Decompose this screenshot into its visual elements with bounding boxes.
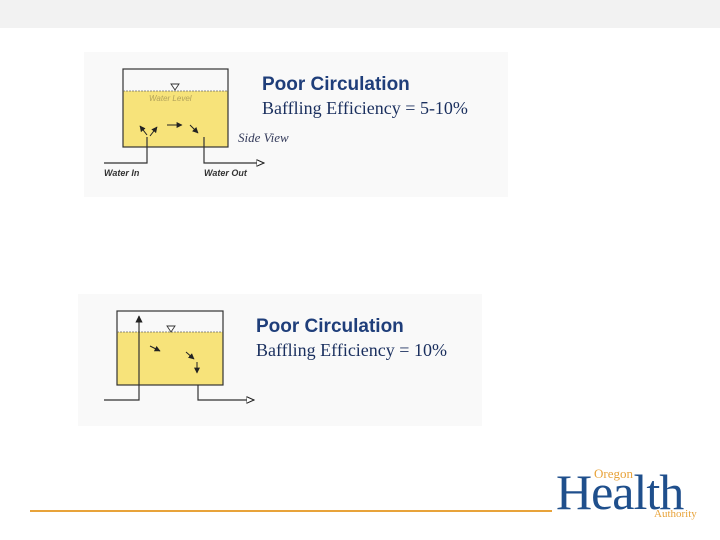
baffling-efficiency-label: Baffling Efficiency = 5-10% (262, 98, 468, 118)
diagram-poor-circulation-10: Poor Circulation Baffling Efficiency = 1… (78, 294, 482, 426)
footer-divider (30, 510, 552, 512)
oregon-health-authority-logo: Health Oregon Authority (556, 466, 706, 526)
water-out-label: Water Out (204, 168, 247, 178)
circulation-arrow (139, 125, 148, 136)
logo-health-text: Health (556, 464, 684, 520)
circulation-arrow (185, 351, 195, 360)
tank-outline (116, 310, 224, 386)
tank-water (117, 332, 223, 385)
inlet-pipe (104, 137, 148, 164)
logo-authority-text: Authority (654, 508, 697, 520)
tank-diagram-side-view (104, 68, 508, 197)
top-band (0, 0, 720, 28)
diagram-title: Poor Circulation (256, 316, 404, 337)
side-view-label: Side View (238, 130, 289, 145)
inlet-pipe (104, 315, 143, 401)
circulation-arrow (189, 124, 199, 134)
water-level-marker (166, 325, 176, 333)
water-level-marker (170, 83, 180, 91)
tank-diagram-2 (104, 310, 482, 426)
water-in-label: Water In (104, 168, 140, 178)
circulation-arrow (149, 126, 158, 137)
circulation-arrow (149, 345, 161, 352)
diagram-poor-circulation-5-10: Water Level Side View Water In Water Out… (84, 52, 508, 197)
outlet-pipe (203, 137, 264, 163)
water-level-label: Water Level (149, 94, 192, 103)
outlet-pipe (197, 385, 254, 400)
logo-oregon-text: Oregon (594, 466, 633, 481)
baffling-efficiency-label: Baffling Efficiency = 10% (256, 340, 447, 360)
tank-water (123, 91, 228, 147)
tank-outline (122, 68, 229, 148)
diagram-title: Poor Circulation (262, 74, 410, 95)
